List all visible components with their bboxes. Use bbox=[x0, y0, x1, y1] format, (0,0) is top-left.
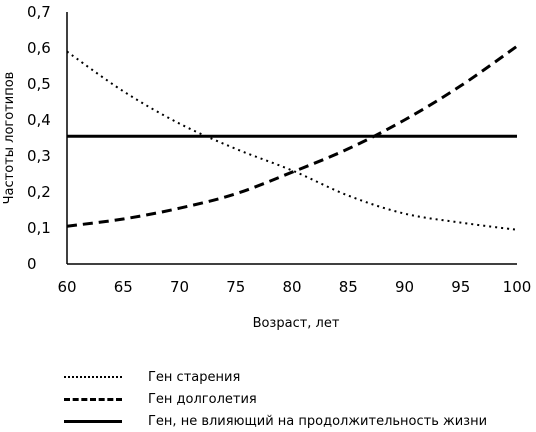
y-tick-label: 0,4 bbox=[27, 111, 51, 129]
legend-item-longevity: Ген долголетия bbox=[64, 388, 487, 410]
x-tick-label: 85 bbox=[339, 278, 358, 296]
y-tick-label: 0,5 bbox=[27, 75, 51, 93]
legend-swatch-solid bbox=[64, 419, 122, 423]
x-axis-label: Возраст, лет bbox=[253, 316, 340, 331]
x-tick-label: 65 bbox=[114, 278, 133, 296]
chart: 0 0,1 0,2 0,3 0,4 0,5 0,6 0,7 60 65 70 75 80 85 90 95 1… bbox=[2, 3, 531, 331]
legend-swatch-dotted bbox=[64, 376, 122, 378]
x-tick-label: 100 bbox=[503, 278, 532, 296]
y-tick-labels: 0 0,1 0,2 0,3 0,4 0,5 0,6 0,7 bbox=[27, 3, 51, 273]
legend-swatch-dashed bbox=[64, 397, 122, 401]
x-tick-label: 70 bbox=[170, 278, 189, 296]
series-line-dotted bbox=[66, 50, 518, 231]
legend-label: Ген старения bbox=[148, 369, 241, 385]
x-tick-label: 95 bbox=[451, 278, 470, 296]
y-tick-label: 0,2 bbox=[27, 183, 51, 201]
y-tick-label: 0,1 bbox=[27, 219, 51, 237]
y-tick-label: 0 bbox=[27, 255, 37, 273]
legend-item-aging: Ген старения bbox=[64, 366, 487, 388]
x-tick-label: 90 bbox=[395, 278, 414, 296]
y-axis-label: Частоты логотипов bbox=[2, 72, 17, 205]
series-lines bbox=[66, 44, 518, 231]
legend-label: Ген, не влияющий на продолжительность жи… bbox=[148, 413, 488, 429]
legend-label: Ген долголетия bbox=[148, 391, 257, 407]
x-tick-labels: 60 65 70 75 80 85 90 95 100 bbox=[57, 278, 531, 296]
x-tick-label: 75 bbox=[226, 278, 245, 296]
y-tick-label: 0,3 bbox=[27, 147, 51, 165]
x-tick-label: 60 bbox=[57, 278, 76, 296]
y-tick-label: 0,7 bbox=[27, 3, 51, 21]
legend: Ген старения Ген долголетия Ген, не влия… bbox=[64, 366, 487, 432]
y-tick-label: 0,6 bbox=[27, 39, 51, 57]
x-tick-label: 80 bbox=[282, 278, 301, 296]
series-line-dashed bbox=[66, 44, 518, 228]
legend-item-neutral: Ген, не влияющий на продолжительность жи… bbox=[64, 410, 487, 432]
